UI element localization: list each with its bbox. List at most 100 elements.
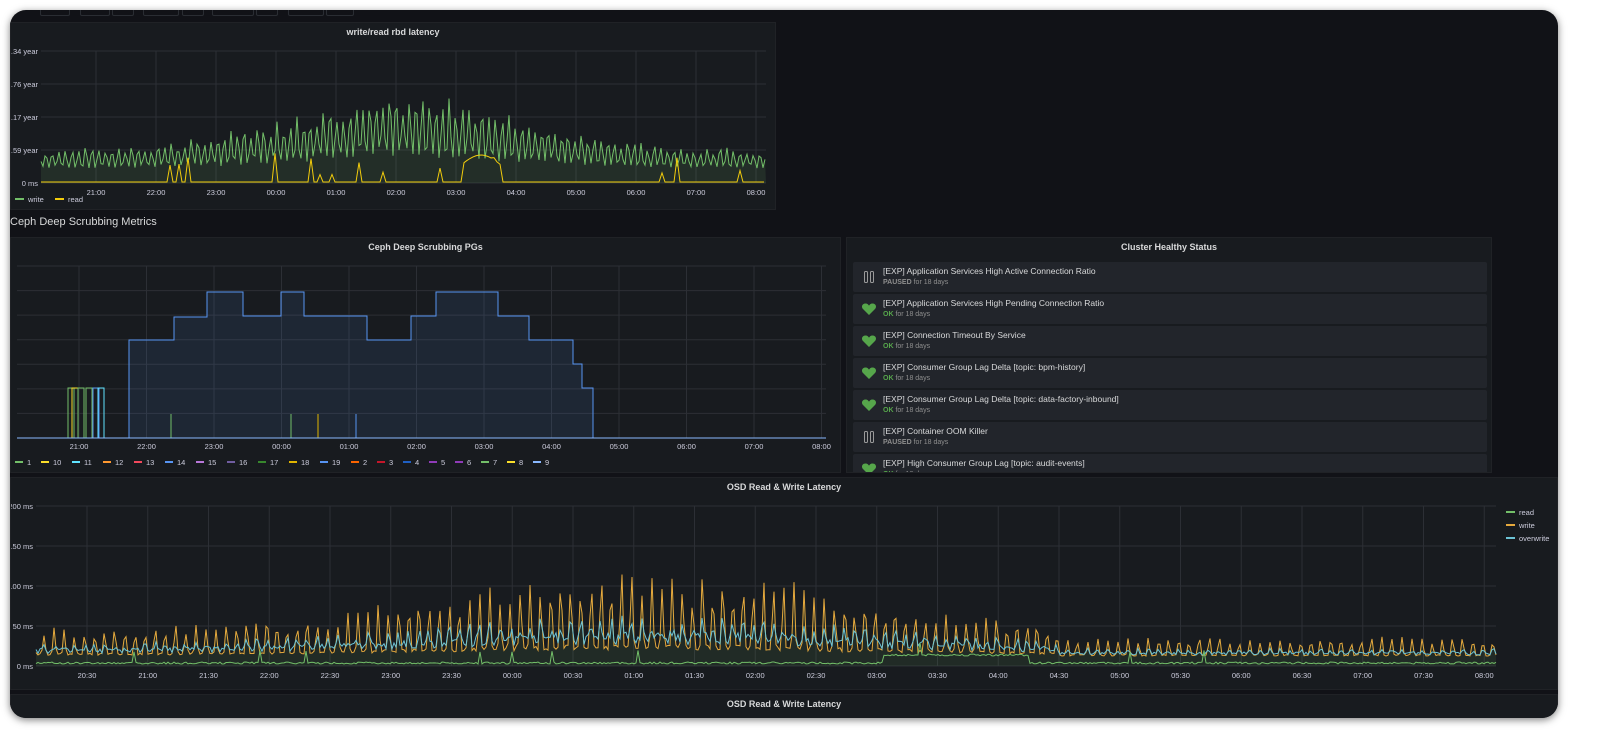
y-tick-label: 1.59 year [11,146,38,155]
osd-latency-panel-2[interactable]: OSD Read & Write Latency [10,694,1558,718]
alert-duration: for 18 days [893,407,931,414]
rbd-latency-panel[interactable]: write/read rbd latency 1.34 year 1.76 yea… [10,22,776,210]
osd-latency-panel[interactable]: OSD Read & Write Latency 200 ms 150 ms 100… [10,477,1558,690]
x-tick-label: 23:00 [381,671,400,680]
alert-rule-item[interactable]: [EXP] Consumer Group Lag Delta [topic: d… [853,390,1487,420]
pause-icon [861,429,877,445]
panel-title: OSD Read & Write Latency [726,699,842,709]
legend-label: 8 [519,458,523,467]
toolbar-button[interactable] [212,10,254,16]
x-tick-label: 22:00 [137,442,156,451]
x-tick-label: 00:00 [272,442,291,451]
x-tick-label: 07:00 [1353,671,1372,680]
x-tick-label: 05:00 [567,188,586,197]
x-tick-label: 03:00 [475,442,494,451]
alert-rule-item[interactable]: [EXP] Consumer Group Lag Delta [topic: b… [853,358,1487,388]
x-tick-label: 07:00 [745,442,764,451]
x-tick-label: 05:30 [1171,671,1190,680]
legend-label: 18 [301,458,309,467]
y-tick-label: 1.34 year [11,47,38,56]
toolbar-button[interactable] [143,10,179,16]
x-tick-label: 06:00 [627,188,646,197]
x-tick-label: 01:00 [327,188,346,197]
heart-icon [861,365,877,381]
legend-label: overwrite [1519,534,1549,543]
alert-duration: for 18 days [893,311,931,318]
dashboard-frame: write/read rbd latency 1.34 year 1.76 yea… [10,10,1558,718]
write-series-line [40,98,766,169]
legend-label: 2 [363,458,367,467]
y-tick-label: 0 ms [17,662,34,671]
x-tick-label: 05:00 [1110,671,1129,680]
legend-label: write [27,195,44,204]
alert-name[interactable]: [EXP] Application Services High Active C… [883,266,1096,276]
legend-label: 13 [146,458,154,467]
x-tick-label: 01:00 [624,671,643,680]
x-tick-label: 00:00 [267,188,286,197]
alert-name[interactable]: [EXP] High Consumer Group Lag [topic: au… [883,458,1085,468]
cluster-health-panel[interactable]: Cluster Healthy Status [EXP] Application… [846,237,1492,473]
toolbar-button[interactable] [40,10,70,16]
legend-label: write [1518,521,1535,530]
x-tick-label: 04:00 [989,671,1008,680]
toolbar-button[interactable] [288,10,324,16]
alert-rule-item[interactable]: [EXP] High Consumer Group Lag [topic: au… [853,454,1487,472]
x-tick-label: 08:00 [747,188,766,197]
legend-label: 15 [208,458,216,467]
legend-label: read [1519,508,1534,517]
toolbar-button[interactable] [326,10,354,16]
alert-rule-item[interactable]: [EXP] Connection Timeout By Service OK fo… [853,326,1487,356]
legend-label: 12 [115,458,123,467]
toolbar-button[interactable] [182,10,204,16]
alert-name[interactable]: [EXP] Consumer Group Lag Delta [topic: d… [883,394,1119,404]
x-tick-label: 01:30 [685,671,704,680]
heart-icon [861,301,877,317]
alert-duration: for 18 days [893,375,931,382]
scrub-spike [77,387,85,438]
toolbar-button[interactable] [112,10,134,16]
x-tick-label: 23:00 [205,442,224,451]
x-tick-label: 06:00 [677,442,696,451]
scrub-pgs-panel[interactable]: Ceph Deep Scrubbing PGs 21:00 22:00 23:00 0… [10,237,841,473]
y-tick-label: 0 ms [22,179,39,188]
alert-state-badge: OK [883,343,894,350]
alert-name[interactable]: [EXP] Consumer Group Lag Delta [topic: b… [883,362,1086,372]
x-tick-label: 23:00 [207,188,226,197]
legend-label: 14 [177,458,185,467]
x-tick-label: 04:00 [507,188,526,197]
alert-duration: for 18 days [911,279,949,286]
alert-state-badge: OK [883,375,894,382]
alert-status: PAUSED for 18 days [883,279,948,286]
rbd-latency-chart: 1.34 year 1.76 year 1.17 year 1.59 year 0 ms… [11,47,766,204]
panel-title: Cluster Healthy Status [1120,242,1218,252]
alert-status: OK for 18 days [883,375,930,382]
x-tick-label: 21:00 [87,188,106,197]
alert-rule-item[interactable]: [EXP] Application Services High Pending … [853,294,1487,324]
toolbar-button[interactable] [80,10,110,16]
x-tick-label: 23:30 [442,671,461,680]
alert-state-badge: PAUSED [883,279,912,286]
alert-duration: for 18 days [911,439,949,446]
overwrite-series-line [35,615,1497,656]
heart-icon [861,333,877,349]
x-tick-label: 02:30 [807,671,826,680]
panel-title: Ceph Deep Scrubbing PGs [368,242,483,252]
alert-status: OK for 18 days [883,471,930,472]
panel-title: OSD Read & Write Latency [726,482,842,492]
legend-label: 4 [415,458,419,467]
alert-status: OK for 18 days [883,311,930,318]
alert-name[interactable]: [EXP] Application Services High Pending … [883,298,1105,308]
legend-label: 3 [389,458,393,467]
alert-name[interactable]: [EXP] Connection Timeout By Service [883,330,1026,340]
legend-label: 5 [441,458,445,467]
x-tick-label: 03:30 [928,671,947,680]
x-tick-label: 20:30 [78,671,97,680]
toolbar-button[interactable] [256,10,278,16]
row-title[interactable]: Ceph Deep Scrubbing Metrics [10,216,157,228]
alert-rule-item[interactable]: [EXP] Container OOM Killer PAUSED for 18 … [853,422,1487,452]
alert-rule-item[interactable]: [EXP] Application Services High Active C… [853,262,1487,292]
alert-state-badge: PAUSED [883,439,912,446]
alert-state-badge: OK [883,311,894,318]
alert-name[interactable]: [EXP] Container OOM Killer [883,426,988,436]
write-area [36,574,1496,666]
